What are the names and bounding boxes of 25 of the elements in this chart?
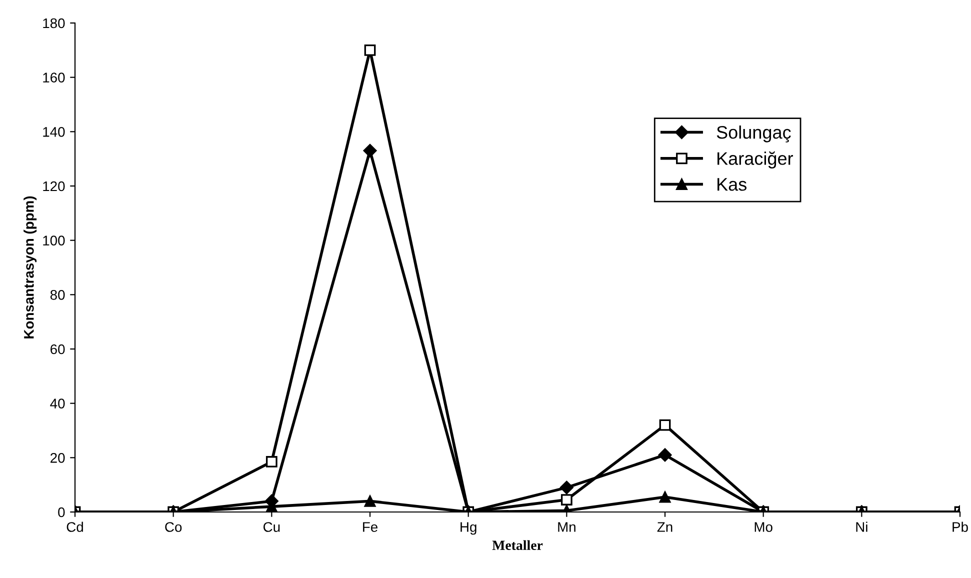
legend-label: Kas xyxy=(718,178,746,191)
legend-label: Solungaç xyxy=(716,125,791,142)
y-tick-label: 140 xyxy=(43,127,65,137)
x-tick-label: Co xyxy=(165,522,182,532)
y-tick-label: 160 xyxy=(43,72,65,83)
x-tick-label: Hg xyxy=(460,522,476,535)
x-tick-label: Mn xyxy=(558,522,576,532)
x-tick-label: Ni xyxy=(856,522,868,532)
y-tick-label: 20 xyxy=(50,453,65,463)
x-axis-title: Metaller xyxy=(492,540,543,550)
y-tick-label: 40 xyxy=(50,398,65,409)
x-tick-label: Mo xyxy=(754,522,772,532)
x-tick-label: Zn xyxy=(657,522,672,532)
y-tick-label: 0 xyxy=(58,507,65,518)
legend-label: Karaciğer xyxy=(718,151,794,168)
x-tick-label: Fe xyxy=(363,522,378,532)
y-tick-label: 60 xyxy=(50,344,65,354)
y-tick-label: 100 xyxy=(43,236,65,246)
y-axis-title: Konsantrasyon (ppm) xyxy=(24,196,37,338)
y-tick-label: 120 xyxy=(43,181,65,192)
y-tick-label: 180 xyxy=(43,18,65,28)
x-tick-label: Cd xyxy=(66,522,83,532)
y-tick-label: 80 xyxy=(50,290,65,300)
x-tick-label: Cu xyxy=(263,522,280,532)
x-tick-label: Pb xyxy=(952,522,968,532)
